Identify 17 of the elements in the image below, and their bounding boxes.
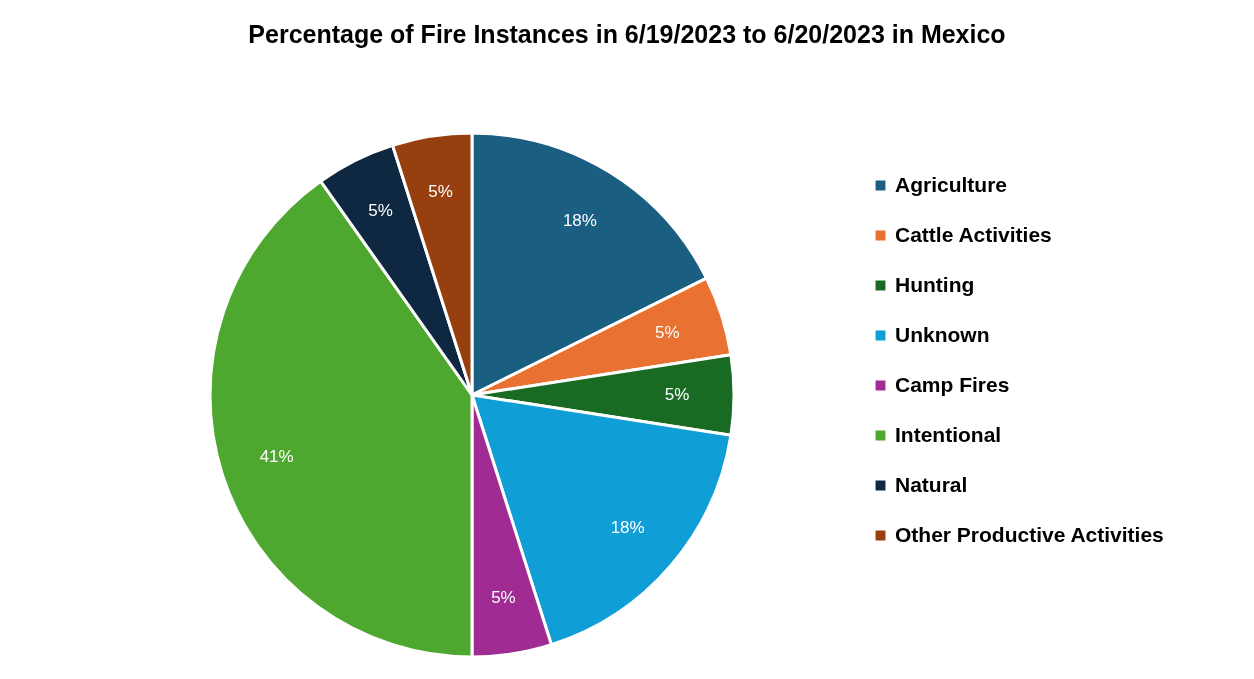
legend-label: Other Productive Activities [895,522,1164,546]
data-label: 5% [664,385,690,404]
data-label: 5% [428,182,453,202]
legend-label: Hunting [895,272,975,296]
data-label: 18% [562,210,597,230]
data-label: 18% [610,518,645,538]
legend-label: Agriculture [895,172,1008,196]
chart-title: Percentage of Fire Instances in 6/19/2023 to 6/20/2023 in Mexico [248,20,1006,48]
legend-label: Unknown [895,322,990,346]
data-label: 5% [491,587,516,607]
legend-label: Camp Fires [895,372,1010,396]
legend-label: Intentional [895,422,1002,446]
legend-label: Cattle Activities [895,222,1052,246]
data-label: 5% [368,201,393,221]
data-label: 5% [655,322,680,342]
data-label: 41% [259,447,294,467]
legend-label: Natural [895,472,968,496]
